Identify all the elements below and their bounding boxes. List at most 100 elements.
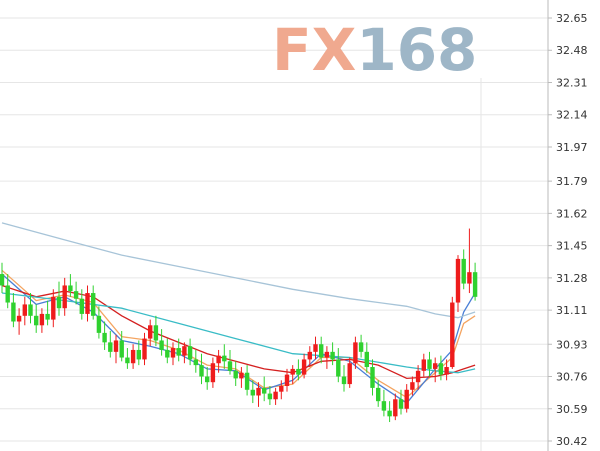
candle-body — [387, 410, 392, 417]
candle — [455, 255, 461, 313]
candle-body — [370, 367, 375, 388]
candle-body — [301, 359, 307, 375]
candle-body — [51, 296, 56, 320]
candle-body — [170, 348, 176, 358]
candle-body — [216, 355, 221, 364]
candle-body — [393, 399, 398, 417]
candle-body — [142, 338, 147, 360]
y-tick-label: 31.62 — [556, 207, 588, 220]
candle-body — [290, 368, 295, 375]
candle — [279, 380, 284, 400]
candle — [170, 342, 176, 366]
candle — [130, 344, 136, 369]
candle — [273, 387, 278, 405]
candle-body — [16, 315, 22, 322]
candle — [222, 344, 227, 369]
candle-body — [79, 298, 84, 314]
y-tick-label: 31.79 — [556, 175, 588, 188]
candle-body — [353, 342, 358, 364]
candle-body — [341, 376, 347, 385]
y-tick-label: 32.65 — [556, 12, 588, 25]
candle — [376, 380, 381, 407]
candle — [142, 332, 147, 366]
y-tick-label: 32.48 — [556, 44, 588, 57]
candle-body — [347, 363, 352, 385]
candle — [96, 306, 102, 339]
candle — [461, 249, 466, 290]
candle — [330, 342, 335, 366]
candle — [313, 336, 318, 360]
candle — [51, 289, 56, 328]
candle — [193, 349, 198, 373]
candle — [187, 338, 193, 366]
candle — [5, 274, 10, 309]
candle-body — [73, 291, 79, 299]
candle-body — [176, 348, 181, 356]
candle — [165, 338, 170, 364]
candle — [290, 365, 295, 385]
candle-body — [39, 313, 45, 326]
candle — [11, 293, 16, 328]
candle-body — [307, 351, 312, 360]
y-axis: 32.65 32.48 32.31 32.14 31.97 31.79 31.62 31.45… — [548, 12, 588, 448]
candle-body — [262, 387, 267, 394]
candle-body — [210, 363, 216, 383]
candle — [239, 367, 244, 388]
candle — [91, 285, 96, 320]
y-tick-label: 32.31 — [556, 76, 588, 89]
candle — [153, 315, 159, 347]
candle-body — [421, 359, 426, 371]
candle — [472, 262, 478, 301]
moving-average-line-5 — [1, 222, 476, 319]
candle-body — [404, 389, 409, 409]
candle-body — [410, 382, 415, 390]
candle — [28, 293, 33, 324]
watermark-part-168: 168 — [356, 16, 477, 84]
moving-average-line-3 — [1, 284, 476, 380]
candle-body — [148, 325, 153, 339]
candle-body — [205, 376, 210, 383]
candle — [73, 281, 79, 305]
candle-body — [222, 355, 227, 362]
candle — [404, 384, 409, 413]
candle-body — [284, 374, 290, 386]
candle-body — [358, 342, 364, 352]
candle — [79, 289, 84, 320]
y-tick-label: 31.45 — [556, 240, 588, 253]
y-tick-label: 31.11 — [556, 304, 588, 317]
candle — [68, 274, 73, 297]
candle — [296, 359, 301, 381]
candle-body — [119, 340, 124, 358]
candle-body — [5, 285, 10, 303]
candle-body — [182, 346, 187, 356]
candle-body — [330, 351, 335, 360]
candle — [113, 334, 119, 364]
candle — [358, 334, 364, 358]
fx168-watermark-logo: FX168 — [272, 16, 477, 84]
candle — [381, 389, 387, 417]
candle-body — [159, 340, 164, 350]
candle — [233, 361, 238, 386]
moving-average-line-4 — [1, 292, 476, 374]
y-tick-label: 31.28 — [556, 272, 588, 285]
candle — [347, 357, 352, 388]
candle-body — [256, 387, 261, 396]
candle — [415, 365, 421, 390]
candle-body — [239, 372, 244, 379]
candle — [227, 349, 233, 375]
candle — [301, 353, 307, 379]
candle-body — [433, 363, 438, 369]
candle — [267, 385, 273, 405]
candle-body — [376, 387, 381, 402]
candle-body — [45, 313, 50, 320]
candle-body — [461, 258, 466, 284]
candle — [45, 300, 50, 326]
candle-body — [125, 357, 130, 364]
candle — [387, 401, 392, 423]
candle — [450, 296, 455, 369]
candle-body — [472, 272, 478, 297]
candle-body — [108, 342, 113, 352]
candle — [199, 353, 204, 385]
candle-body — [313, 344, 318, 352]
